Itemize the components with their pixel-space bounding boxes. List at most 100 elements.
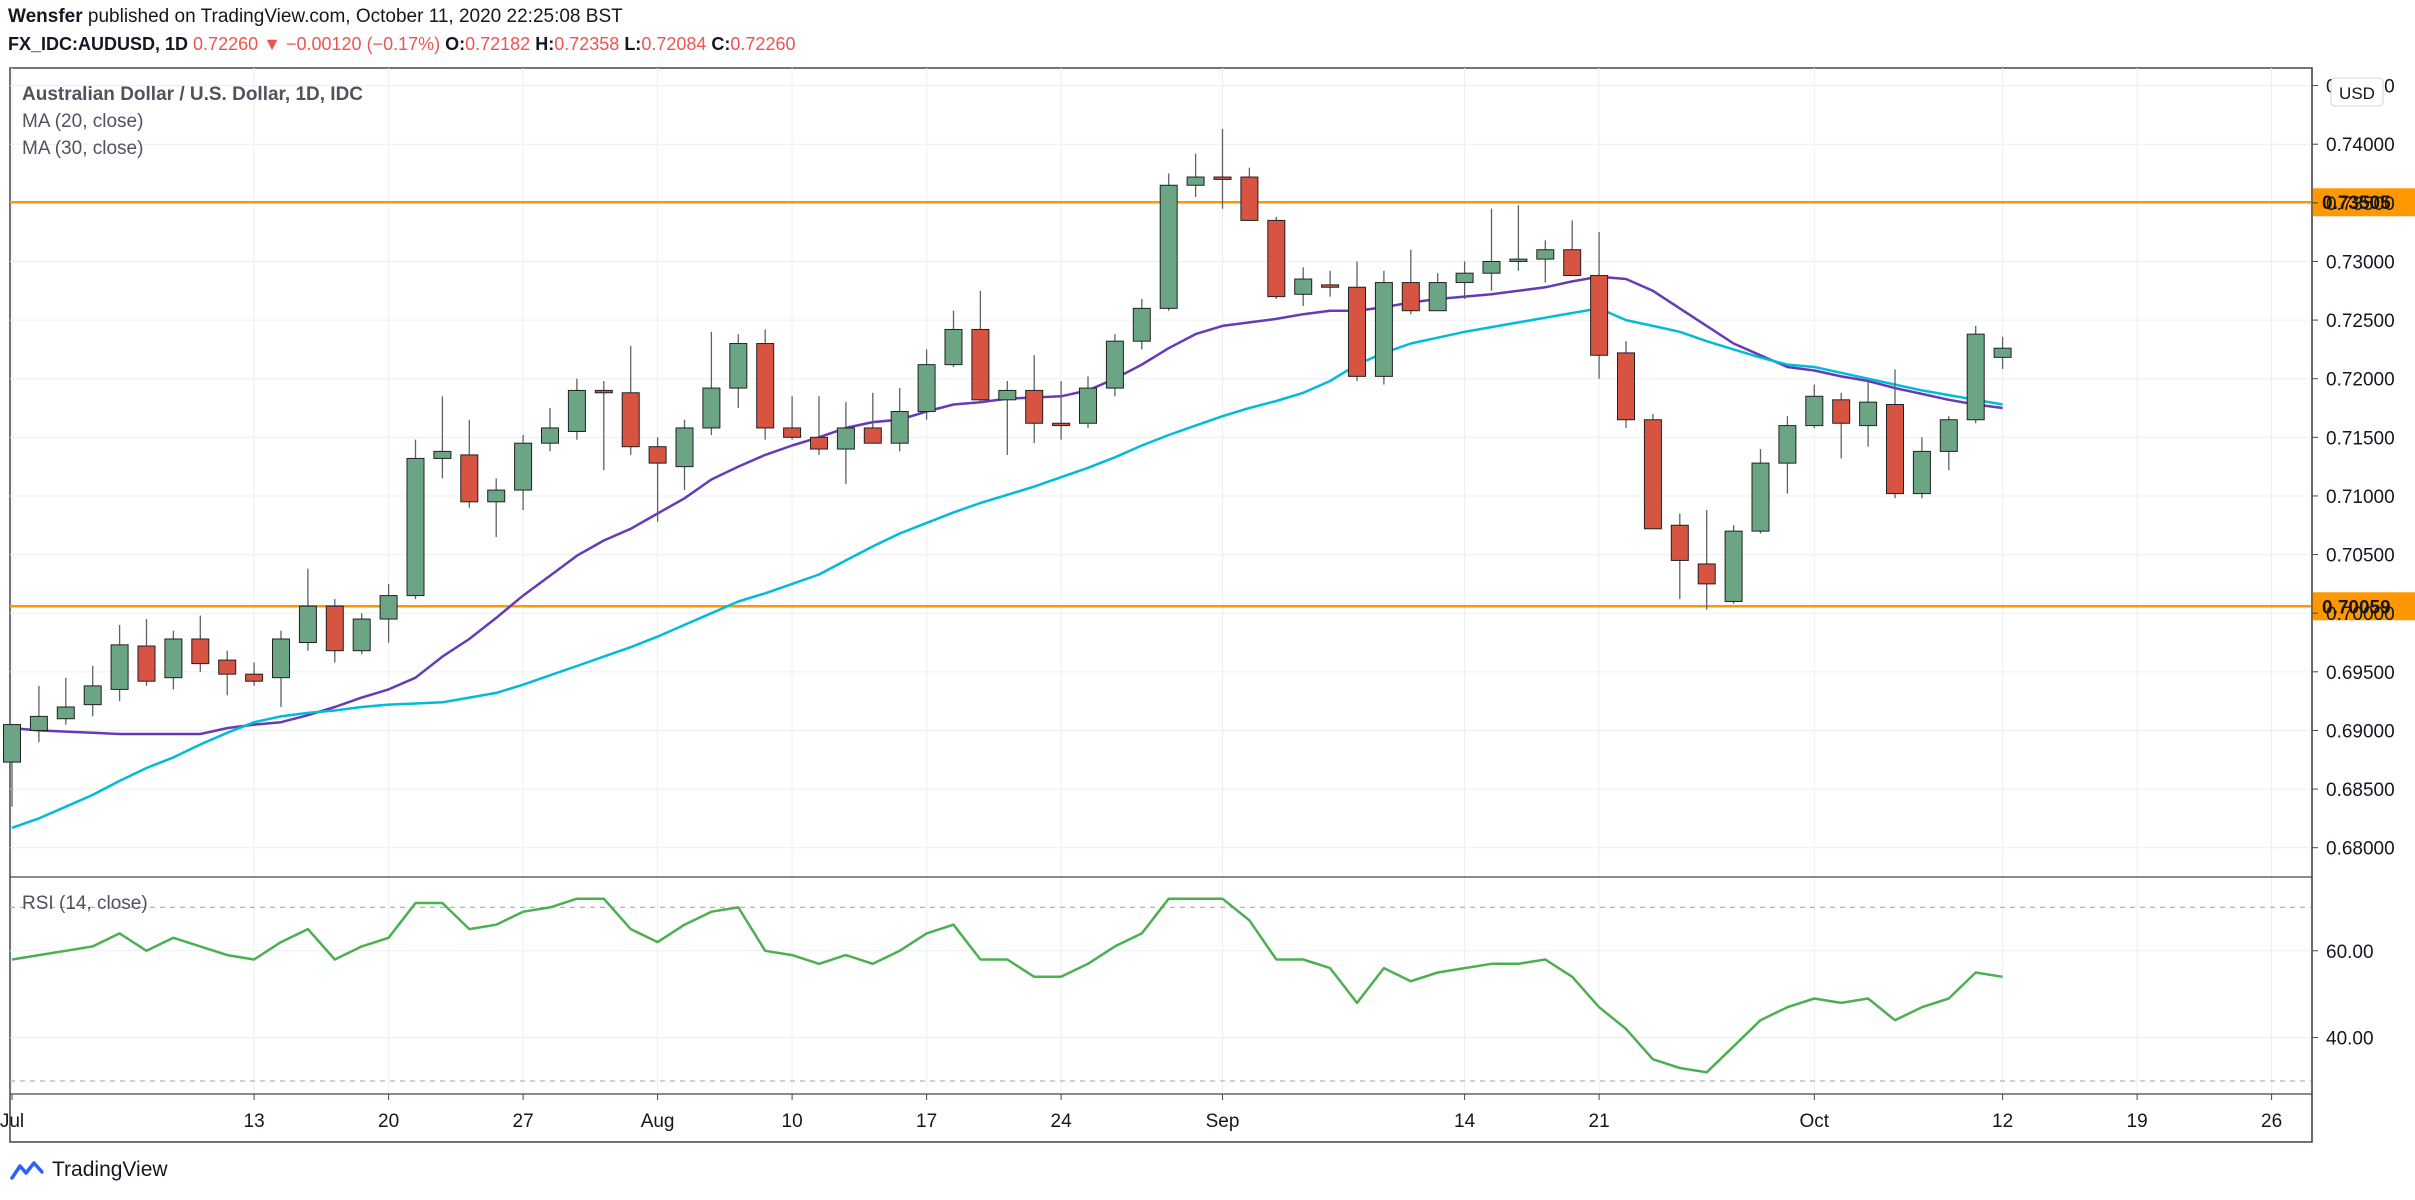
candle-body: [783, 427, 802, 438]
candle-body: [164, 638, 183, 679]
last-price: 0.72260: [193, 34, 259, 54]
candle: [1132, 298, 1151, 350]
price-tick-label: 0.69000: [2326, 721, 2395, 742]
candle-body: [1912, 450, 1931, 495]
moving-average-line: [11, 307, 2003, 829]
level-price-label: 0.70059: [2322, 597, 2391, 618]
candle-body: [675, 427, 694, 468]
rsi-tick-label: 40.00: [2326, 1029, 2374, 1050]
candle: [1536, 240, 1555, 283]
price-tick-label: 0.71500: [2326, 428, 2395, 449]
candle-body: [406, 457, 425, 597]
candle: [1832, 392, 1851, 459]
candle: [83, 665, 102, 717]
candle: [594, 381, 613, 471]
time-tick-label: 27: [513, 1111, 534, 1132]
candle-body: [379, 595, 398, 620]
ma30-legend: MA (30, close): [22, 138, 143, 159]
candle-body: [1805, 395, 1824, 427]
publish-info: Wensfer published on TradingView.com, Oc…: [8, 6, 623, 28]
candle: [1617, 341, 1635, 428]
candle: [1643, 413, 1662, 530]
candle: [352, 613, 371, 655]
candle: [1509, 205, 1528, 271]
candle: [1294, 267, 1313, 307]
symbol-ohlc-bar: FX_IDC:AUDUSD, 1D 0.72260 ▼ −0.00120 (−0…: [8, 34, 795, 55]
rsi-line: [11, 897, 2003, 1074]
candle: [541, 408, 559, 452]
price-tick-label: 0.70500: [2326, 546, 2395, 567]
level-price-tag: [2312, 592, 2415, 621]
candle: [1590, 232, 1609, 379]
time-tick-label: 17: [916, 1111, 937, 1132]
candle: [783, 396, 802, 440]
candle: [1052, 381, 1071, 440]
candle: [1321, 270, 1340, 297]
candle-body: [729, 343, 748, 389]
candle-body: [756, 343, 775, 429]
chart-title: Australian Dollar / U.S. Dollar, 1D, IDC: [22, 84, 363, 105]
candle: [702, 331, 721, 435]
candle: [1751, 449, 1770, 534]
candle: [218, 650, 237, 696]
candle-body: [3, 724, 21, 763]
candle: [1401, 249, 1420, 315]
author-name[interactable]: Wensfer: [8, 6, 83, 27]
rsi-legend: RSI (14, close): [22, 893, 148, 914]
candle-body: [298, 605, 317, 644]
candle-body: [944, 328, 963, 366]
candle: [433, 396, 452, 479]
candle-body: [29, 715, 48, 731]
candle: [944, 310, 963, 367]
time-tick-label: Oct: [1800, 1111, 1830, 1132]
candle-body: [621, 392, 640, 448]
candle-body: [1509, 258, 1528, 262]
candle-body: [1321, 284, 1340, 288]
candle: [191, 615, 210, 672]
high-label: H:: [535, 34, 555, 54]
candle: [1778, 416, 1797, 494]
footer-brand[interactable]: TradingView: [10, 1158, 168, 1182]
candle-body: [594, 389, 613, 394]
candle: [1670, 513, 1689, 600]
candle-body: [218, 659, 237, 675]
candle-body: [487, 489, 506, 503]
candle-body: [1159, 184, 1178, 309]
candle-body: [541, 427, 559, 444]
candle-body: [1939, 419, 1958, 452]
candle-body: [433, 450, 452, 459]
candle-body: [1643, 419, 1662, 530]
price-change: −0.00120 (−0.17%): [285, 34, 441, 54]
candle-body: [352, 618, 371, 652]
moving-average-line: [11, 275, 2003, 736]
candle: [1724, 525, 1743, 604]
price-tick-label: 0.73500: [2326, 194, 2395, 215]
candle-body: [971, 328, 990, 401]
time-tick-label: 12: [1992, 1111, 2013, 1132]
candle: [298, 568, 317, 651]
price-tick-label: 0.69500: [2326, 663, 2395, 684]
candle-body: [863, 427, 882, 444]
low-value: 0.72084: [641, 34, 707, 54]
price-tick-label: 0.68500: [2326, 780, 2395, 801]
candle-body: [1213, 176, 1232, 180]
currency-box-border: [2330, 77, 2384, 107]
level-price-label: 0.73505: [2322, 193, 2391, 214]
candle-body: [1966, 333, 1985, 421]
candle: [729, 334, 748, 409]
candle-body: [836, 427, 855, 450]
candle-body: [1751, 462, 1770, 532]
candle-body: [1455, 272, 1474, 284]
candle-body: [1563, 249, 1582, 277]
candle: [567, 378, 586, 440]
candle: [164, 630, 183, 690]
candle: [890, 388, 909, 452]
candle-body: [245, 673, 264, 682]
candle: [998, 381, 1017, 455]
candle: [29, 685, 48, 743]
candle-body: [1267, 219, 1286, 298]
candle: [1482, 208, 1501, 291]
candle: [460, 419, 479, 508]
time-tick-label: 14: [1454, 1111, 1476, 1132]
